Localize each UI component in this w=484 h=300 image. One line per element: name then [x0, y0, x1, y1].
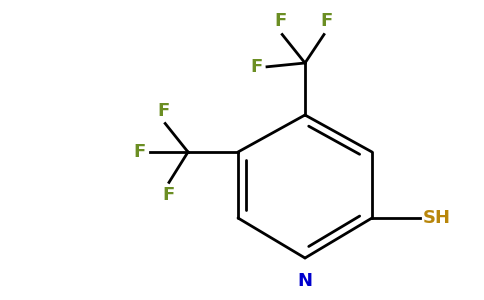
Text: F: F: [274, 13, 287, 31]
Text: F: F: [134, 143, 146, 161]
Text: F: F: [157, 101, 169, 119]
Text: F: F: [320, 13, 332, 31]
Text: N: N: [298, 272, 313, 290]
Text: F: F: [163, 186, 175, 204]
Text: F: F: [251, 58, 263, 76]
Text: SH: SH: [423, 209, 451, 227]
